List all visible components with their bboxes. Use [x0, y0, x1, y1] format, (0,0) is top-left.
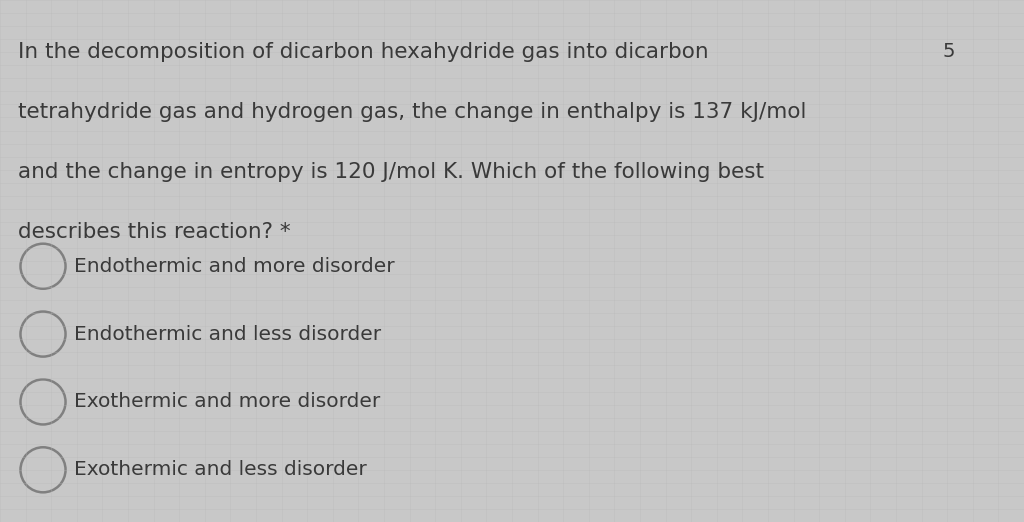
- Text: tetrahydride gas and hydrogen gas, the change in enthalpy is 137 kJ/mol: tetrahydride gas and hydrogen gas, the c…: [18, 102, 807, 122]
- Text: Exothermic and less disorder: Exothermic and less disorder: [74, 460, 367, 479]
- Text: describes this reaction? *: describes this reaction? *: [18, 222, 291, 242]
- Text: Endothermic and less disorder: Endothermic and less disorder: [74, 325, 381, 343]
- Text: Exothermic and more disorder: Exothermic and more disorder: [74, 393, 380, 411]
- Text: and the change in entropy is 120 J/mol K. Which of the following best: and the change in entropy is 120 J/mol K…: [18, 162, 765, 182]
- Text: 5: 5: [942, 42, 954, 61]
- Text: In the decomposition of dicarbon hexahydride gas into dicarbon: In the decomposition of dicarbon hexahyd…: [18, 42, 709, 62]
- Text: Endothermic and more disorder: Endothermic and more disorder: [74, 257, 394, 276]
